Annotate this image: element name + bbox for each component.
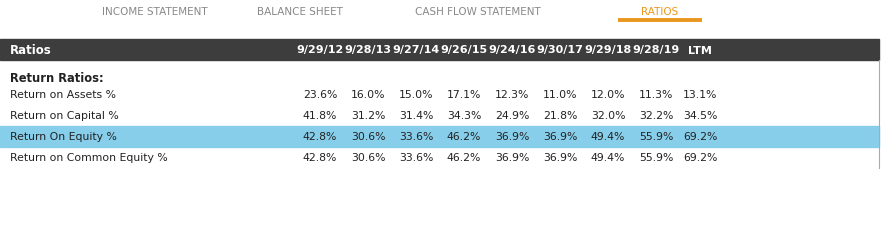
Text: 23.6%: 23.6%	[303, 90, 337, 100]
Text: 12.3%: 12.3%	[495, 90, 529, 100]
Text: 69.2%: 69.2%	[683, 131, 717, 141]
Bar	[0, 40, 879, 61]
Text: 30.6%: 30.6%	[351, 131, 385, 141]
Text: 46.2%: 46.2%	[447, 152, 481, 162]
Text: BALANCE SHEET: BALANCE SHEET	[257, 7, 343, 17]
Text: 31.2%: 31.2%	[351, 111, 385, 121]
Text: Return on Assets %: Return on Assets %	[10, 90, 116, 100]
Text: 24.9%: 24.9%	[495, 111, 529, 121]
Text: Return Ratios:: Return Ratios:	[10, 72, 104, 85]
Text: 30.6%: 30.6%	[351, 152, 385, 162]
Text: 36.9%: 36.9%	[543, 131, 577, 141]
Text: 17.1%: 17.1%	[447, 90, 481, 100]
Text: 36.9%: 36.9%	[495, 152, 529, 162]
Text: 16.0%: 16.0%	[351, 90, 385, 100]
Text: 42.8%: 42.8%	[303, 152, 337, 162]
Text: 34.3%: 34.3%	[447, 111, 481, 121]
Text: 49.4%: 49.4%	[591, 152, 625, 162]
Text: 69.2%: 69.2%	[683, 152, 717, 162]
Text: CASH FLOW STATEMENT: CASH FLOW STATEMENT	[415, 7, 541, 17]
Text: 31.4%: 31.4%	[399, 111, 433, 121]
Text: 13.1%: 13.1%	[683, 90, 717, 100]
Text: 12.0%: 12.0%	[591, 90, 625, 100]
Text: LTM: LTM	[688, 45, 712, 55]
Text: Ratios: Ratios	[10, 44, 52, 57]
Text: 15.0%: 15.0%	[399, 90, 433, 100]
Text: 9/29/18: 9/29/18	[584, 45, 631, 55]
Text: 32.0%: 32.0%	[591, 111, 625, 121]
Text: 42.8%: 42.8%	[303, 131, 337, 141]
Text: 41.8%: 41.8%	[303, 111, 337, 121]
Text: RATIOS: RATIOS	[641, 7, 678, 17]
Text: 11.3%: 11.3%	[639, 90, 673, 100]
Text: 9/28/19: 9/28/19	[632, 45, 679, 55]
Text: 34.5%: 34.5%	[683, 111, 717, 121]
Text: 55.9%: 55.9%	[639, 131, 673, 141]
Text: 55.9%: 55.9%	[639, 152, 673, 162]
Text: 21.8%: 21.8%	[543, 111, 577, 121]
Text: 33.6%: 33.6%	[399, 152, 433, 162]
Text: 9/29/12: 9/29/12	[296, 45, 344, 55]
Text: 9/27/14: 9/27/14	[392, 45, 440, 55]
Text: 49.4%: 49.4%	[591, 131, 625, 141]
Text: 46.2%: 46.2%	[447, 131, 481, 141]
Text: Return On Equity %: Return On Equity %	[10, 131, 116, 141]
Text: Return on Capital %: Return on Capital %	[10, 111, 119, 121]
Text: 9/30/17: 9/30/17	[537, 45, 583, 55]
Bar	[0, 126, 879, 147]
Text: INCOME STATEMENT: INCOME STATEMENT	[102, 7, 208, 17]
Text: 36.9%: 36.9%	[543, 152, 577, 162]
Text: Return on Common Equity %: Return on Common Equity %	[10, 152, 168, 162]
Text: 9/24/16: 9/24/16	[488, 45, 536, 55]
Text: 9/28/13: 9/28/13	[345, 45, 391, 55]
Text: 11.0%: 11.0%	[543, 90, 577, 100]
Text: 9/26/15: 9/26/15	[440, 45, 487, 55]
Text: 36.9%: 36.9%	[495, 131, 529, 141]
Text: 32.2%: 32.2%	[639, 111, 673, 121]
Text: 33.6%: 33.6%	[399, 131, 433, 141]
